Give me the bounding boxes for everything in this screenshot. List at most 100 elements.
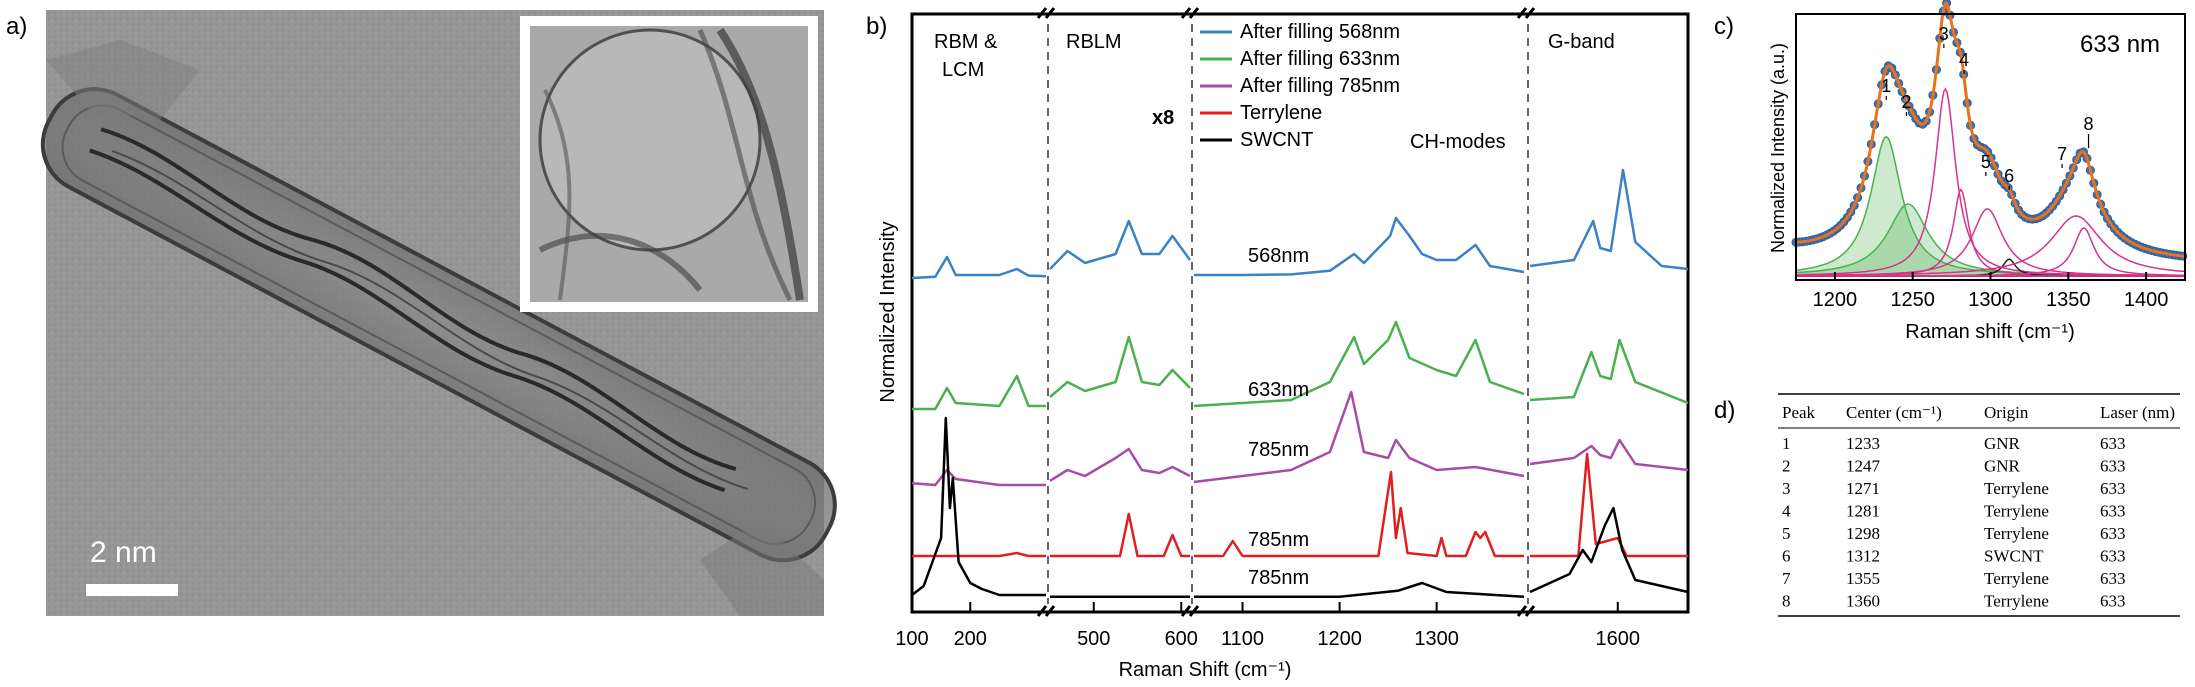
trace-label: 633nm [1248,379,1309,401]
legend-entry: After filling 785nm [1240,75,1400,97]
x-axis-label: Raman shift (cm⁻¹) [1905,321,2074,343]
region-label: RBM & [934,31,998,53]
panel-label-b: b) [866,13,887,40]
axis-break-bottom [1036,605,1056,617]
region-label: LCM [942,59,984,81]
fit-component [1795,215,2186,277]
axis-break-top [1036,7,1056,19]
peak-label: 5 [1981,152,1991,172]
y-axis-label: Normalized Intensity (a.u.) [1768,43,1788,253]
x-tick-label: 500 [1077,628,1110,650]
legend-entry: SWCNT [1240,129,1313,151]
series-line [1194,216,1525,277]
series-line [911,468,1046,487]
table-header: Laser (nm) [2100,403,2175,422]
x-tick-label: 1300 [1414,628,1459,650]
axis-break-bottom [1516,605,1536,617]
table-cell: 2 [1782,457,1791,476]
series-line [1049,335,1191,398]
table-cell: 1298 [1846,524,1880,543]
table-cell: Terrylene [1984,592,2049,611]
multiplier-label: x8 [1152,107,1174,129]
table-cell: 1 [1782,434,1791,453]
x-tick-label: 1400 [2124,289,2169,311]
table-cell: 1281 [1846,502,1880,521]
series-line [1194,581,1525,599]
x-tick-label: 200 [954,628,987,650]
trace-label: 568nm [1248,245,1309,267]
series-line [1049,219,1192,270]
region-label: CH-modes [1410,131,1506,153]
table-cell: 7 [1782,569,1791,588]
axis-break-top [1180,7,1200,19]
table-cell: 6 [1782,547,1791,566]
legend-entry: After filling 568nm [1240,21,1400,43]
table-cell: GNR [1984,434,2021,453]
legend-entry: After filling 633nm [1240,48,1400,70]
trace-label: 785nm [1248,567,1309,589]
x-tick-label: 600 [1165,628,1198,650]
peak-label: 1 [1881,76,1891,96]
table-header: Center (cm⁻¹) [1846,403,1942,422]
table-cell: 3 [1782,479,1791,498]
table-header: Peak [1782,403,1816,422]
series-line [1529,438,1689,472]
series-line [1049,447,1191,482]
trace-label: 785nm [1248,439,1309,461]
table-cell: Terrylene [1984,569,2049,588]
x-tick-label: 1600 [1596,628,1641,650]
table-cell: 633 [2100,502,2126,521]
legend-entry: Terrylene [1240,102,1322,124]
table-cell: 1247 [1846,457,1881,476]
series-line [1529,506,1689,594]
table-cell: 5 [1782,524,1791,543]
fit-curve [1795,1,2186,258]
region-label: RBLM [1066,31,1122,53]
region-label: G-band [1548,31,1615,53]
x-tick-label: 1350 [2046,289,2091,311]
table-cell: 8 [1782,592,1791,611]
table-cell: 4 [1782,502,1791,521]
series-line [1529,338,1689,405]
table-cell: 633 [2100,457,2126,476]
series-line [1193,320,1525,408]
x-tick-label: 1200 [1813,289,1858,311]
series-line [1529,168,1689,271]
table-cell: 633 [2100,524,2126,543]
scale-bar-label: 2 nm [90,536,157,569]
series-line [911,255,1047,280]
table-cell: 633 [2100,547,2126,566]
trace-label: 785nm [1248,529,1309,551]
peak-label: 8 [2084,114,2094,134]
table-cell: 633 [2100,569,2126,588]
peak-fit-chart: 1200 1250 1300 1350 1400 Raman shift (cm⁻¹) No… [1768,0,2188,343]
series-line [911,416,1046,597]
table-cell: Terrylene [1984,524,2049,543]
chart-title: 633 nm [2080,31,2160,58]
plot-frame [910,12,1690,614]
axis-break-top [1516,7,1536,19]
scale-bar [86,584,178,596]
series-line [1530,452,1688,558]
panel-label-a: a) [6,13,27,40]
panel-label-d: d) [1714,397,1735,424]
table-header: Origin [1984,403,2029,422]
y-axis-label: Normalized Intensity [877,221,899,402]
series-line [1194,470,1524,558]
table-cell: 633 [2100,592,2126,611]
tem-inset [520,16,818,312]
x-tick-label: 100 [895,628,928,650]
x-axis-label: Raman Shift (cm⁻¹) [1119,659,1292,681]
panel-label-c: c) [1714,13,1734,40]
table-cell: 1312 [1846,547,1880,566]
table-cell: 633 [2100,479,2126,498]
peak-label: 3 [1939,24,1949,44]
table-cell: SWCNT [1984,547,2044,566]
peak-label: 7 [2057,144,2067,164]
table-cell: 1271 [1846,479,1880,498]
axis-break-bottom [1180,605,1200,617]
table-cell: Terrylene [1984,479,2049,498]
series-line [912,551,1046,558]
peak-label: 4 [1959,50,1969,70]
